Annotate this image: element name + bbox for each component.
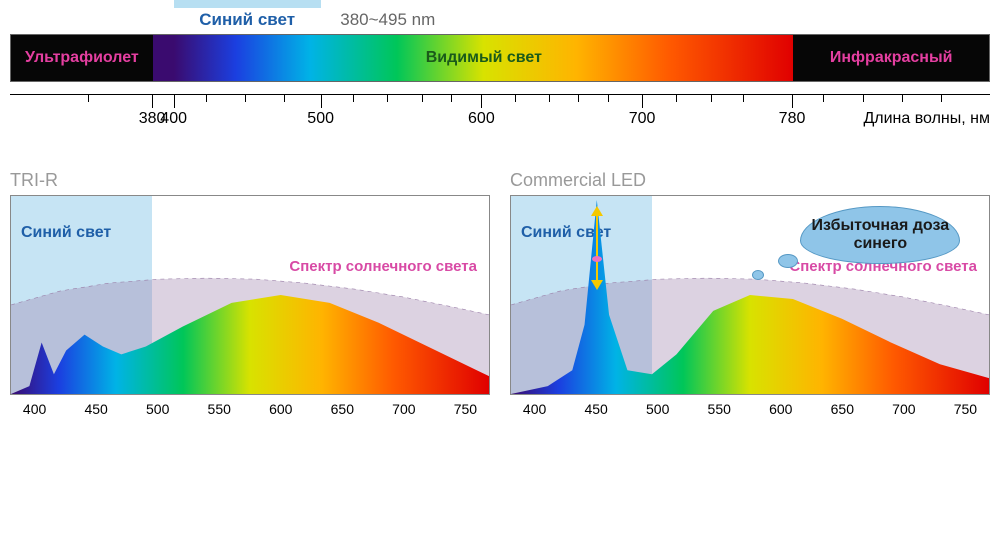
peak-marker-icon	[592, 256, 602, 262]
panel-tick: 550	[208, 401, 231, 417]
axis-tick-minor	[823, 94, 824, 102]
axis-tick-label: 780	[779, 110, 806, 128]
panel-tick: 400	[23, 401, 46, 417]
panels-row: TRI-R Синий свет Спектр солнечного света…	[10, 170, 990, 423]
axis-tick-minor	[245, 94, 246, 102]
panel-tick: 650	[831, 401, 854, 417]
spectrum-segment: Инфракрасный	[793, 35, 989, 81]
axis-tick-minor	[608, 94, 609, 102]
panel-tick: 750	[954, 401, 977, 417]
axis-tick-minor	[515, 94, 516, 102]
blue-band-header	[174, 0, 321, 8]
panel-tick: 600	[769, 401, 792, 417]
axis-tick-major	[642, 94, 643, 108]
axis-tick-minor	[549, 94, 550, 102]
axis-tick-minor	[387, 94, 388, 102]
panel-commercial-led: Commercial LED Синий свет Спектр солнечн…	[510, 170, 990, 423]
axis-tick-minor	[284, 94, 285, 102]
axis-tick-minor	[206, 94, 207, 102]
axis-tick-major	[792, 94, 793, 108]
panel-title-left: TRI-R	[10, 170, 490, 191]
axis-tick-minor	[676, 94, 677, 102]
panel-title-right: Commercial LED	[510, 170, 990, 191]
axis-tick-minor	[863, 94, 864, 102]
axis-tick-major	[152, 94, 153, 108]
axis-tick-label: 700	[629, 110, 656, 128]
axis-tick-minor	[422, 94, 423, 102]
axis-tick-minor	[578, 94, 579, 102]
spectrum-segment	[153, 35, 175, 81]
blue-light-label: Синий свет	[174, 10, 321, 30]
axis-tick-minor	[353, 94, 354, 102]
axis-tick-major	[481, 94, 482, 108]
blue-range-text: 380~495 nm	[340, 10, 435, 30]
panel-tick: 500	[146, 401, 169, 417]
axis-tick-label: 500	[307, 110, 334, 128]
panel-tick: 600	[269, 401, 292, 417]
panel-tick: 750	[454, 401, 477, 417]
panel-tick: 700	[392, 401, 415, 417]
panel-left-box: Синий свет Спектр солнечного света	[10, 195, 490, 395]
bubble-tail-icon	[778, 254, 798, 268]
panel-tick: 450	[84, 401, 107, 417]
top-label-row: Синий свет 380~495 nm	[10, 8, 990, 34]
spectrum-segment: Ультрафиолет	[11, 35, 153, 81]
axis-tick-major	[321, 94, 322, 108]
axis-title: Длина волны, нм	[863, 110, 990, 128]
axis-tick-label: 400	[160, 110, 187, 128]
panel-tick: 700	[892, 401, 915, 417]
panel-tick: 500	[646, 401, 669, 417]
axis-line	[10, 94, 990, 95]
axis-tick-major	[174, 94, 175, 108]
spectrum-bar: Ультрафиолет Видимый светИнфракрасный	[10, 34, 990, 82]
peak-arrow-icon	[596, 214, 598, 282]
chart-svg-left	[11, 196, 489, 394]
panel-tick: 400	[523, 401, 546, 417]
panel-tick: 450	[584, 401, 607, 417]
axis-tick-minor	[451, 94, 452, 102]
panel-right-box: Синий свет Спектр солнечного света Избыт…	[510, 195, 990, 395]
wavelength-axis: Длина волны, нм 380400500600700780	[10, 86, 990, 142]
panel-axis-right: 400 450 500 550 600 650 700 750	[510, 395, 990, 423]
axis-tick-minor	[941, 94, 942, 102]
axis-tick-minor	[743, 94, 744, 102]
panel-tri-r: TRI-R Синий свет Спектр солнечного света…	[10, 170, 490, 423]
axis-tick-label: 600	[468, 110, 495, 128]
panel-axis-left: 400 450 500 550 600 650 700 750	[10, 395, 490, 423]
panel-tick: 550	[708, 401, 731, 417]
axis-tick-minor	[88, 94, 89, 102]
axis-tick-minor	[902, 94, 903, 102]
spectrum-segment: Видимый свет	[174, 35, 793, 81]
panel-tick: 650	[331, 401, 354, 417]
axis-tick-minor	[711, 94, 712, 102]
